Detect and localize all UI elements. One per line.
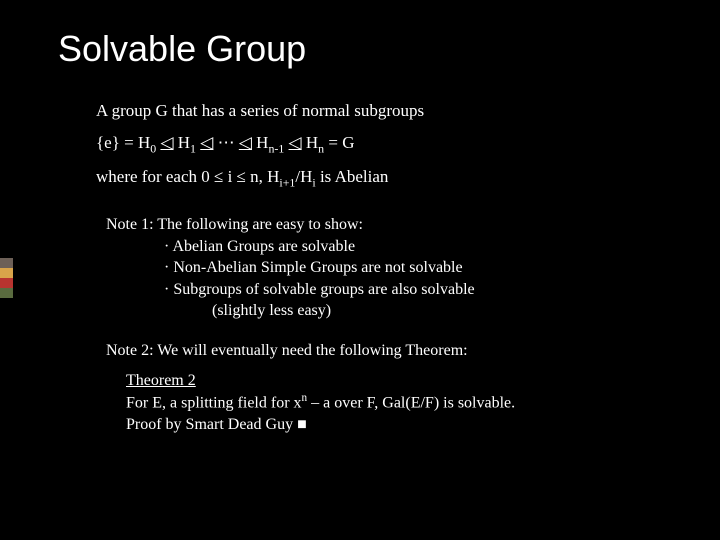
accent-stripe-3 bbox=[0, 278, 13, 288]
notes-block: Note 1: The following are easy to show: … bbox=[106, 214, 720, 436]
slide: Solvable Group A group G that has a seri… bbox=[0, 0, 720, 540]
qed-icon: ■ bbox=[297, 416, 307, 433]
theorem-block: Theorem 2 For E, a splitting field for x… bbox=[126, 370, 720, 436]
theorem-body: For E, a splitting field for xn – a over… bbox=[126, 391, 720, 414]
slide-title: Solvable Group bbox=[58, 28, 720, 70]
note-1: Note 1: The following are easy to show: … bbox=[106, 214, 720, 322]
note-2-heading: Note 2: We will eventually need the foll… bbox=[106, 340, 720, 362]
note1-b2: Non-Abelian Simple Groups are not solvab… bbox=[164, 257, 720, 279]
note1-bullets: Abelian Groups are solvable Non-Abelian … bbox=[164, 236, 720, 322]
note1-b3: Subgroups of solvable groups are also so… bbox=[164, 279, 720, 301]
accent-stripe-1 bbox=[0, 258, 13, 268]
accent-bar bbox=[0, 258, 13, 298]
definition-block: A group G that has a series of normal su… bbox=[96, 98, 720, 192]
def-series: {e} = H0 ◁ H1 ◁ ⋯ ◁ Hn-1 ◁ Hn = G bbox=[96, 130, 720, 158]
theorem-proof: Proof by Smart Dead Guy ■ bbox=[126, 414, 720, 436]
series-text: {e} = H0 ◁ H1 ◁ ⋯ ◁ Hn-1 ◁ Hn = G bbox=[96, 133, 354, 152]
note1-heading: Note 1: The following are easy to show: bbox=[106, 214, 720, 236]
theorem-title: Theorem 2 bbox=[126, 370, 720, 392]
note1-b3-extra: (slightly less easy) bbox=[212, 300, 720, 322]
note1-b1: Abelian Groups are solvable bbox=[164, 236, 720, 258]
accent-stripe-4 bbox=[0, 288, 13, 298]
def-line-1: A group G that has a series of normal su… bbox=[96, 98, 720, 124]
def-line-3: where for each 0 ≤ i ≤ n, Hi+1/Hi is Abe… bbox=[96, 164, 720, 192]
accent-stripe-2 bbox=[0, 268, 13, 278]
